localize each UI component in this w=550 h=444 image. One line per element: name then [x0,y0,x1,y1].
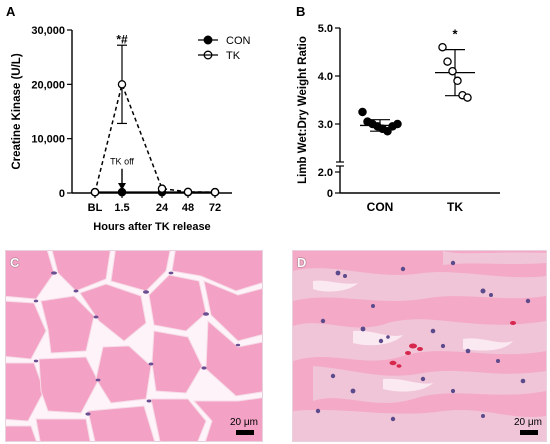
data-point-tk [443,57,452,66]
y-axis-label: Limb Wet:Dry Weight Ratio [297,36,309,184]
y-axis-label: Creatine Kinase (U/L) [11,53,23,169]
x-tick-label: CON [367,200,394,214]
legend-label-tk: TK [226,50,241,62]
data-point-con [393,119,402,129]
y-tick-label: 5.0 [318,23,333,35]
panel-a: A 0 10,000 20,000 30,000 BL 1.5 24 48 72 Hours aft… [0,0,290,240]
x-tick-label: 24 [156,202,169,214]
panel-c-histology-control: C 20 μm [5,250,263,442]
y-tick-label: 4.0 [318,71,333,83]
y-tick-label: 0 [327,188,333,200]
tk-off-arrow-head [118,183,126,190]
x-tick-label: 72 [209,202,221,214]
data-point-tk [438,42,447,52]
x-tick-label: 1.5 [114,202,129,214]
y-tick-label: 0 [59,188,65,200]
significance-marker: * [452,27,458,42]
scale-bar-label-c: 20 μm [230,417,258,428]
scale-bar-c [236,430,254,435]
data-point-tk [463,93,472,102]
scale-bar-d [520,430,538,435]
panel-label-b: B [296,4,305,19]
data-point-tk [90,187,100,197]
legend-label-con: CON [226,35,251,47]
data-point-tk [157,184,167,193]
he-image-control [6,251,262,441]
tk-off-annotation: TK off [110,157,134,167]
he-image-tk [293,251,546,441]
data-point-con [383,126,392,136]
panel-label-a: A [6,4,16,19]
y-tick-label: 3.0 [318,119,333,131]
data-point-tk [453,76,462,86]
panel-b: B 0 2.0 3.0 4.0 5.0 Limb Wet:Dry Weight Ratio C… [290,0,550,240]
y-tick-label: 10,000 [31,134,65,146]
ck-line-chart: A 0 10,000 20,000 30,000 BL 1.5 24 48 72 Hours aft… [6,4,251,233]
panel-d-histology-tk: D 20 μm [292,250,547,442]
data-point-tk [183,187,193,197]
y-tick-label: 30,000 [31,25,65,37]
data-point-tk [210,187,220,197]
x-tick-label: 48 [182,202,194,214]
data-point-tk [117,80,127,89]
data-point-con [358,107,367,117]
y-tick-label: 2.0 [318,167,333,179]
y-tick-label: 20,000 [31,79,65,91]
scale-bar-label-d: 20 μm [514,417,542,428]
x-tick-label: BL [88,202,103,214]
x-tick-label: TK [447,200,463,214]
data-point-tk [448,66,457,76]
panel-label-c: C [10,255,20,270]
series-line-tk [94,81,216,193]
x-axis-label: Hours after TK release [93,221,210,233]
panel-label-d: D [297,255,307,270]
significance-marker: *# [116,33,128,47]
wet-dry-scatter-chart: B 0 2.0 3.0 4.0 5.0 Limb Wet:Dry Weight Ratio C… [296,4,500,214]
